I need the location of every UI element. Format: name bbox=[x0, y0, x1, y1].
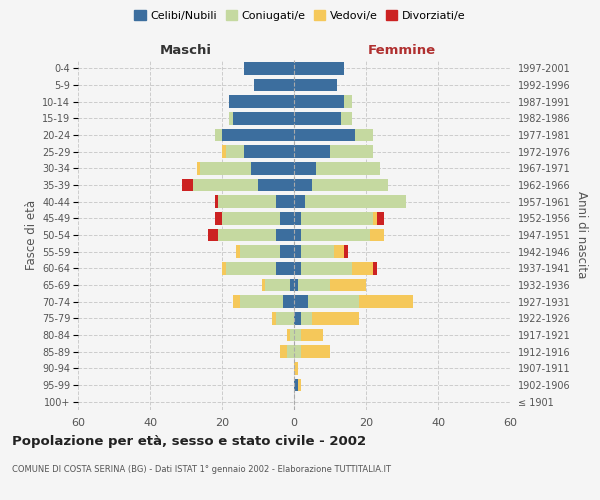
Bar bbox=[312, 312, 359, 324]
Bar bbox=[294, 62, 344, 74]
Bar bbox=[294, 262, 301, 274]
Bar bbox=[294, 229, 301, 241]
Bar bbox=[233, 112, 294, 124]
Bar bbox=[301, 246, 334, 258]
Bar bbox=[330, 146, 373, 158]
Bar bbox=[280, 212, 294, 224]
Bar bbox=[298, 279, 330, 291]
Bar bbox=[294, 296, 308, 308]
Bar bbox=[294, 196, 305, 208]
Bar bbox=[240, 296, 283, 308]
Bar bbox=[294, 346, 301, 358]
Bar bbox=[359, 296, 413, 308]
Bar bbox=[283, 296, 294, 308]
Bar bbox=[240, 246, 280, 258]
Bar bbox=[344, 96, 352, 108]
Bar bbox=[251, 162, 294, 174]
Bar bbox=[262, 279, 265, 291]
Text: Femmine: Femmine bbox=[368, 44, 436, 57]
Bar bbox=[298, 379, 301, 391]
Bar bbox=[290, 279, 294, 291]
Bar bbox=[290, 329, 294, 341]
Bar bbox=[341, 112, 352, 124]
Bar bbox=[316, 162, 380, 174]
Bar bbox=[215, 212, 222, 224]
Bar bbox=[197, 162, 200, 174]
Bar bbox=[294, 312, 301, 324]
Bar bbox=[294, 329, 301, 341]
Bar bbox=[294, 246, 301, 258]
Bar bbox=[294, 112, 341, 124]
Text: Maschi: Maschi bbox=[160, 44, 212, 57]
Bar bbox=[301, 329, 323, 341]
Bar bbox=[301, 346, 330, 358]
Bar bbox=[355, 129, 373, 141]
Bar bbox=[276, 196, 294, 208]
Bar bbox=[229, 112, 233, 124]
Y-axis label: Anni di nascita: Anni di nascita bbox=[575, 192, 587, 278]
Bar bbox=[352, 262, 373, 274]
Bar bbox=[226, 146, 244, 158]
Bar bbox=[330, 279, 366, 291]
Bar bbox=[301, 229, 370, 241]
Bar bbox=[222, 212, 280, 224]
Bar bbox=[308, 296, 359, 308]
Bar bbox=[215, 196, 218, 208]
Bar bbox=[344, 246, 348, 258]
Bar bbox=[193, 179, 258, 192]
Bar bbox=[301, 262, 352, 274]
Bar bbox=[200, 162, 251, 174]
Bar bbox=[182, 179, 193, 192]
Bar bbox=[301, 312, 312, 324]
Bar bbox=[294, 379, 298, 391]
Bar bbox=[258, 179, 294, 192]
Bar bbox=[218, 196, 276, 208]
Bar bbox=[294, 129, 355, 141]
Bar bbox=[294, 162, 316, 174]
Bar bbox=[254, 79, 294, 92]
Bar bbox=[294, 179, 312, 192]
Bar bbox=[276, 312, 294, 324]
Legend: Celibi/Nubili, Coniugati/e, Vedovi/e, Divorziati/e: Celibi/Nubili, Coniugati/e, Vedovi/e, Di… bbox=[132, 8, 468, 23]
Bar bbox=[287, 329, 290, 341]
Bar bbox=[233, 296, 240, 308]
Bar bbox=[276, 262, 294, 274]
Bar bbox=[265, 279, 290, 291]
Bar bbox=[373, 262, 377, 274]
Bar bbox=[276, 229, 294, 241]
Bar bbox=[370, 229, 384, 241]
Bar bbox=[244, 62, 294, 74]
Text: Popolazione per età, sesso e stato civile - 2002: Popolazione per età, sesso e stato civil… bbox=[12, 435, 366, 448]
Bar bbox=[294, 279, 298, 291]
Bar bbox=[272, 312, 276, 324]
Bar bbox=[218, 229, 276, 241]
Bar bbox=[280, 346, 287, 358]
Text: COMUNE DI COSTA SERINA (BG) - Dati ISTAT 1° gennaio 2002 - Elaborazione TUTTITAL: COMUNE DI COSTA SERINA (BG) - Dati ISTAT… bbox=[12, 465, 391, 474]
Bar bbox=[377, 212, 384, 224]
Bar bbox=[280, 246, 294, 258]
Bar bbox=[229, 96, 294, 108]
Bar bbox=[215, 129, 222, 141]
Y-axis label: Fasce di età: Fasce di età bbox=[25, 200, 38, 270]
Bar bbox=[226, 262, 276, 274]
Bar bbox=[222, 262, 226, 274]
Bar bbox=[222, 146, 226, 158]
Bar bbox=[287, 346, 294, 358]
Bar bbox=[294, 96, 344, 108]
Bar bbox=[294, 79, 337, 92]
Bar bbox=[222, 129, 294, 141]
Bar bbox=[294, 146, 330, 158]
Bar bbox=[294, 362, 298, 374]
Bar bbox=[208, 229, 218, 241]
Bar bbox=[294, 212, 301, 224]
Bar bbox=[305, 196, 406, 208]
Bar bbox=[312, 179, 388, 192]
Bar bbox=[373, 212, 377, 224]
Bar bbox=[301, 212, 373, 224]
Bar bbox=[236, 246, 240, 258]
Bar bbox=[334, 246, 344, 258]
Bar bbox=[244, 146, 294, 158]
